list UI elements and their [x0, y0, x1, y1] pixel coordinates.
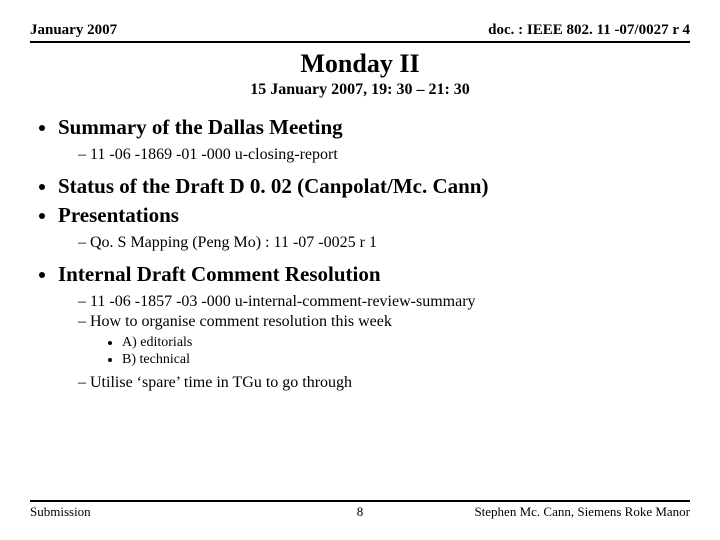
subsub-item: A) editorials — [122, 335, 690, 351]
slide-subtitle: 15 January 2007, 19: 30 – 21: 30 — [30, 81, 690, 99]
sub-list: 11 -06 -1857 -03 -000 u-internal-comment… — [58, 293, 690, 392]
bullet-item: Internal Draft Comment Resolution 11 -06… — [58, 262, 690, 392]
header-doc-id: doc. : IEEE 802. 11 -07/0027 r 4 — [488, 22, 690, 39]
bullet-label: Presentations — [58, 203, 179, 227]
bullet-label: Status of the Draft D 0. 02 (Canpolat/Mc… — [58, 174, 488, 198]
bullet-item: Status of the Draft D 0. 02 (Canpolat/Mc… — [58, 174, 690, 199]
bullet-label: Internal Draft Comment Resolution — [58, 262, 381, 286]
footer: Submission 8 Stephen Mc. Cann, Siemens R… — [30, 500, 690, 520]
bullet-label: Summary of the Dallas Meeting — [58, 115, 343, 139]
sub-item: How to organise comment resolution this … — [78, 313, 690, 368]
footer-divider — [30, 500, 690, 502]
subsub-item: B) technical — [122, 352, 690, 368]
bullet-item: Summary of the Dallas Meeting 11 -06 -18… — [58, 115, 690, 164]
footer-row: Submission 8 Stephen Mc. Cann, Siemens R… — [30, 504, 690, 520]
sub-item: Qo. S Mapping (Peng Mo) : 11 -07 -0025 r… — [78, 234, 690, 252]
header-bar: January 2007 doc. : IEEE 802. 11 -07/002… — [30, 22, 690, 43]
sub-item: 11 -06 -1869 -01 -000 u-closing-report — [78, 146, 690, 164]
sub-item-label: How to organise comment resolution this … — [90, 313, 392, 330]
subsub-list: A) editorials B) technical — [78, 335, 690, 368]
sub-item: Utilise ‘spare’ time in TGu to go throug… — [78, 374, 690, 392]
bullet-list: Summary of the Dallas Meeting 11 -06 -18… — [30, 115, 690, 392]
sub-list: Qo. S Mapping (Peng Mo) : 11 -07 -0025 r… — [58, 234, 690, 252]
sub-list: 11 -06 -1869 -01 -000 u-closing-report — [58, 146, 690, 164]
slide-title: Monday II — [30, 49, 690, 79]
header-date: January 2007 — [30, 22, 117, 39]
sub-item: 11 -06 -1857 -03 -000 u-internal-comment… — [78, 293, 690, 311]
slide-page: January 2007 doc. : IEEE 802. 11 -07/002… — [0, 0, 720, 540]
footer-page-number: 8 — [30, 504, 690, 520]
bullet-item: Presentations Qo. S Mapping (Peng Mo) : … — [58, 203, 690, 252]
